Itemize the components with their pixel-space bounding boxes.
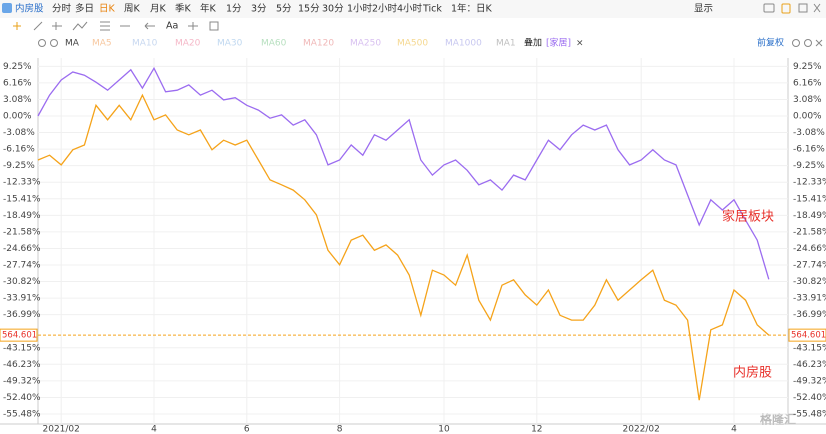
ma-label[interactable]: MA1000 bbox=[445, 39, 482, 49]
period-tab[interactable]: Tick bbox=[422, 4, 442, 15]
ma-label[interactable]: MA20 bbox=[175, 39, 201, 49]
y-tick-label: -52.40% bbox=[3, 393, 41, 403]
display-button[interactable]: 显示 bbox=[694, 4, 713, 15]
y-tick-label: -27.74% bbox=[3, 260, 41, 270]
period-tab[interactable]: 日K bbox=[99, 4, 116, 15]
x-tick-label: 4 bbox=[731, 425, 737, 434]
y-tick-label: -43.15% bbox=[3, 343, 41, 353]
y2-tick-label: -43.15% bbox=[793, 343, 826, 353]
y-tick-label: -21.58% bbox=[3, 227, 41, 237]
y2-tick-label: 3.08% bbox=[793, 95, 822, 105]
y-tick-label: 0.00% bbox=[3, 112, 32, 122]
y2-tick-label: -9.25% bbox=[793, 161, 825, 171]
adjust-button[interactable]: 前复权 bbox=[757, 37, 784, 49]
y2-tick-label: -27.74% bbox=[793, 260, 826, 270]
y2-tick-label: 0.00% bbox=[793, 112, 822, 122]
y-tick-label: -46.23% bbox=[3, 360, 41, 370]
x-tick-label: 10 bbox=[438, 425, 450, 434]
price-tag-right: 564.601 bbox=[791, 331, 826, 341]
x-tick-label: 6 bbox=[244, 425, 250, 434]
x-tick-label: 12 bbox=[531, 425, 542, 434]
period-tab[interactable]: 1分 bbox=[226, 4, 242, 15]
ma-label[interactable]: MA60 bbox=[261, 39, 287, 49]
y2-tick-label: -12.33% bbox=[793, 178, 826, 188]
period-tab[interactable]: 15分 bbox=[298, 4, 320, 15]
period-tab[interactable]: 4小时 bbox=[397, 3, 423, 15]
ma-label[interactable]: MA120 bbox=[303, 39, 334, 49]
x-tick-label: 4 bbox=[151, 425, 157, 434]
series-line bbox=[37, 93, 770, 401]
y-tick-label: 3.08% bbox=[3, 95, 32, 105]
overlay-label[interactable]: 叠加 bbox=[524, 38, 542, 49]
toolbar-bg bbox=[0, 0, 826, 18]
y2-tick-label: -33.91% bbox=[793, 294, 826, 304]
watermark: 格隆汇 bbox=[760, 412, 796, 427]
stock-icon bbox=[2, 3, 12, 13]
price-tag-left: 564.601 bbox=[2, 331, 37, 341]
x-tick-label: 2022/02 bbox=[623, 425, 660, 434]
y2-tick-label: -21.58% bbox=[793, 227, 826, 237]
y-tick-label: 6.16% bbox=[3, 78, 32, 88]
ma-label[interactable]: MA500 bbox=[397, 39, 428, 49]
y2-tick-label: -52.40% bbox=[793, 393, 826, 403]
y-tick-label: -33.91% bbox=[3, 294, 41, 304]
y2-tick-label: -24.66% bbox=[793, 244, 826, 254]
y-tick-label: -9.25% bbox=[3, 161, 35, 171]
period-tab[interactable]: 5分 bbox=[276, 4, 292, 15]
period-tab[interactable]: 2小时 bbox=[372, 3, 398, 15]
y2-tick-label: -30.82% bbox=[793, 277, 826, 287]
y2-tick-label: -55.48% bbox=[793, 409, 826, 419]
overlay-close[interactable]: × bbox=[576, 39, 584, 49]
series-annotation: 家居板块 bbox=[722, 209, 774, 225]
period-tab[interactable]: 周K bbox=[124, 4, 141, 15]
y2-tick-label: -15.41% bbox=[793, 194, 826, 204]
period-tab[interactable]: 3分 bbox=[251, 4, 267, 15]
overlay-item[interactable]: [家居] bbox=[546, 37, 571, 49]
ma-label[interactable]: MA5 bbox=[92, 39, 112, 49]
ma-label[interactable]: MA250 bbox=[350, 39, 381, 49]
period-tab[interactable]: 30分 bbox=[322, 4, 344, 15]
y2-tick-label: -18.49% bbox=[793, 211, 826, 221]
price-tag-right-box bbox=[788, 328, 826, 342]
stock-name[interactable]: 内房股 bbox=[15, 3, 44, 15]
y2-tick-label: -36.99% bbox=[793, 310, 826, 320]
y2-tick-label: 9.25% bbox=[793, 62, 822, 72]
ma-label[interactable]: MA1 bbox=[496, 39, 516, 49]
font-tool[interactable]: Aa bbox=[166, 21, 178, 32]
period-tab[interactable]: 多日 bbox=[75, 3, 94, 15]
y-tick-label: -30.82% bbox=[3, 277, 41, 287]
y-tick-label: -3.08% bbox=[3, 128, 35, 138]
ma-label[interactable]: MA10 bbox=[132, 39, 158, 49]
y-tick-label: -6.16% bbox=[3, 145, 35, 155]
y-tick-label: -49.32% bbox=[3, 376, 41, 386]
x-tick-label: 2021/02 bbox=[43, 425, 80, 434]
price-tag-left-box bbox=[0, 328, 38, 342]
ma-label[interactable]: MA bbox=[65, 39, 80, 49]
y2-tick-label: -6.16% bbox=[793, 145, 825, 155]
series-line bbox=[37, 66, 770, 280]
y-tick-label: 9.25% bbox=[3, 62, 32, 72]
y2-tick-label: -3.08% bbox=[793, 128, 825, 138]
period-tab[interactable]: 月K bbox=[150, 4, 167, 15]
y2-tick-label: -46.23% bbox=[793, 360, 826, 370]
y2-tick-label: -49.32% bbox=[793, 376, 826, 386]
x-tick-label: 8 bbox=[337, 425, 343, 434]
ma-label[interactable]: MA30 bbox=[217, 39, 243, 49]
y-tick-label: -15.41% bbox=[3, 194, 41, 204]
period-tab[interactable]: 分时 bbox=[52, 3, 72, 15]
y-tick-label: -18.49% bbox=[3, 211, 41, 221]
toolbar-icons bbox=[13, 3, 823, 47]
y-tick-label: -12.33% bbox=[3, 178, 41, 188]
period-tab[interactable]: 1小时 bbox=[347, 3, 373, 15]
period-tab[interactable]: 年K bbox=[200, 3, 217, 15]
series-annotation: 内房股 bbox=[733, 365, 772, 381]
y-tick-label: -24.66% bbox=[3, 244, 41, 254]
y2-tick-label: 6.16% bbox=[793, 78, 822, 88]
y-tick-label: -36.99% bbox=[3, 310, 41, 320]
period-tab[interactable]: 1年：日K bbox=[451, 3, 493, 15]
period-tab[interactable]: 季K bbox=[175, 3, 192, 15]
y-tick-label: -55.48% bbox=[3, 409, 41, 419]
